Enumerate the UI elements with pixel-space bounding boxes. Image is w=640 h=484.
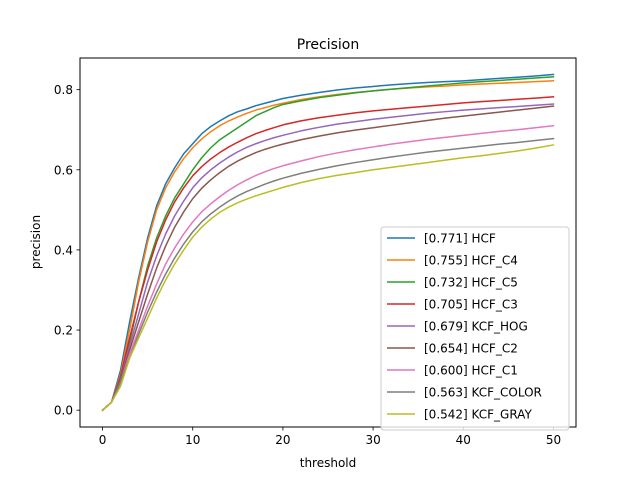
legend-entry: [0.600] HCF_C1 (424, 364, 518, 378)
legend-entry: [0.563] KCF_COLOR (424, 386, 542, 400)
x-tick-label: 40 (456, 433, 471, 447)
y-tick-label: 0.8 (54, 83, 73, 97)
legend: [0.771] HCF [0.755] HCF_C4 [0.732] HCF_C5 [… (380, 226, 570, 431)
series-line-kcf-gray (101, 144, 555, 412)
series-line-kcf-hog (101, 103, 555, 412)
legend-entry: [0.771] HCF (424, 232, 496, 246)
series-lines (101, 73, 555, 412)
legend-entry: [0.542] KCF_GRAY (424, 408, 532, 422)
y-tick-label: 0.2 (54, 324, 73, 338)
y-tick-label: 0.4 (54, 243, 73, 257)
y-tick-label: 0.0 (54, 404, 73, 418)
series-line-hcf-c4 (101, 80, 555, 412)
x-axis-label: threshold (300, 456, 357, 470)
legend-entry: [0.679] KCF_HOG (424, 320, 528, 334)
y-axis: 0.0 0.2 0.4 0.6 0.8 (54, 83, 80, 418)
legend-entry: [0.705] HCF_C3 (424, 298, 518, 312)
series-line-hcf-c3 (101, 96, 555, 412)
x-tick-label: 50 (546, 433, 561, 447)
series-line-hcf-c1 (101, 124, 555, 412)
chart-title: Precision (297, 37, 359, 53)
y-axis-label: precision (29, 215, 43, 269)
x-tick-label: 0 (99, 433, 107, 447)
legend-entry: [0.654] HCF_C2 (424, 342, 518, 356)
x-tick-label: 20 (275, 433, 290, 447)
series-line-hcf-c5 (101, 76, 555, 412)
legend-entry: [0.755] HCF_C4 (424, 254, 518, 268)
plot-frame (79, 57, 577, 428)
legend-box (380, 226, 570, 431)
series-line-kcf-color (101, 137, 555, 412)
series-line-hcf (101, 73, 555, 412)
y-tick-label: 0.6 (54, 163, 73, 177)
x-tick-label: 30 (365, 433, 380, 447)
series-line-hcf-c2 (101, 105, 555, 412)
x-tick-label: 10 (185, 433, 200, 447)
legend-entry: [0.732] HCF_C5 (424, 276, 518, 290)
